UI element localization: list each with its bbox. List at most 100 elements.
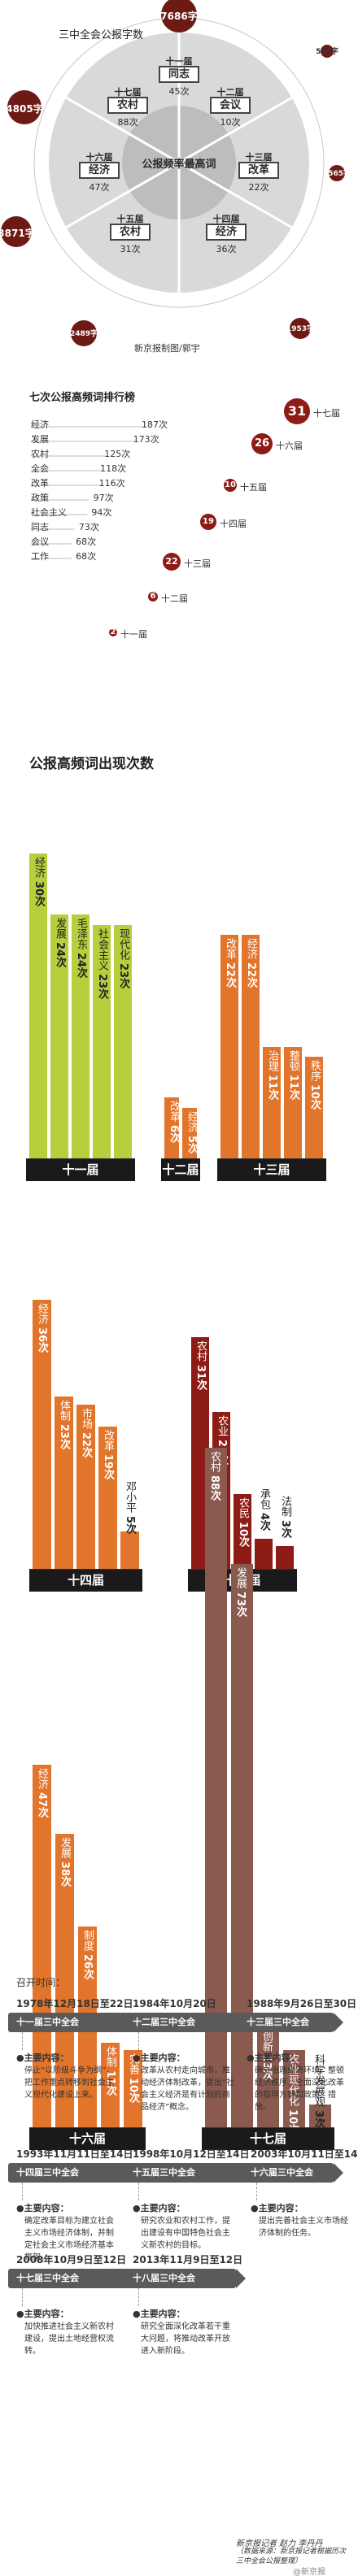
ranking-value: 68次 — [76, 536, 97, 547]
content-text: 确立治理经济环境、整顿经济秩序，全面深化改革的指导方针和政策、措施。 — [255, 2066, 344, 2112]
ranking-value: 94次 — [91, 507, 112, 518]
timeline-date: 2008年10月9日至12日 — [16, 2254, 127, 2265]
chart-baseline — [29, 1569, 142, 1570]
session-band: 十六届 — [29, 2128, 146, 2150]
timeline-date: 1998年10月12日至14日 — [133, 2148, 250, 2160]
char-count-bubble — [329, 165, 345, 181]
timeline-lane — [22, 2288, 23, 2306]
bar-value-label: 23次 — [96, 973, 108, 999]
bar — [33, 1299, 51, 1569]
timeline-lane — [138, 2032, 139, 2050]
chart-baseline — [217, 1158, 326, 1159]
bar-category-label: 毛泽东 — [75, 918, 87, 949]
bar-category-label: 承包 — [258, 1488, 270, 1510]
bar — [29, 854, 47, 1158]
content-label: ●主要内容： — [16, 2203, 69, 2213]
bar-category-label: 法制 — [279, 1496, 291, 1518]
session-bubble-label: 十四届 — [220, 519, 247, 529]
content-text: 改革从农村走向城市，推动经济体制改革，提出“社会主义经济是有计划的商品经济”概念… — [141, 2066, 235, 2112]
bar — [305, 1057, 323, 1158]
bar-category-label: 市场 — [80, 1407, 92, 1429]
session-band: 十四届 — [29, 1570, 142, 1592]
top-word-count: 88次 — [117, 117, 138, 128]
date-prefix: 召开时间： — [16, 1977, 66, 1988]
credit-reporters: 新京报记者 赵力 李丹丹 — [236, 2539, 323, 2548]
bar-category-label: 发展 — [59, 1837, 71, 1858]
bar-value-label: 11次 — [104, 2070, 116, 2096]
content-label: ●主要内容： — [16, 2309, 69, 2319]
bar-category-label: 治理 — [266, 1049, 278, 1071]
bar-category-label: 农业 — [216, 1414, 228, 1436]
bar-category-label: 发展 — [234, 1566, 247, 1588]
ranking-value: 187次 — [142, 419, 168, 430]
timeline-date: 1984年10月20日 — [133, 1998, 216, 2009]
timeline-bar — [8, 2269, 236, 2288]
bar-value-label: 10次 — [308, 1084, 321, 1110]
bar-value-label: 3次 — [312, 2109, 325, 2128]
content-label: ●主要内容： — [251, 2203, 303, 2213]
top-word-box: 改革 — [238, 162, 279, 179]
bar-category-label: 经济 — [33, 857, 45, 878]
timeline-bar — [8, 2163, 334, 2183]
ranking-value: 118次 — [100, 463, 127, 474]
bar — [114, 924, 132, 1158]
bar-category-label: 完善 — [127, 2053, 139, 2074]
char-count-label: 553字 — [316, 48, 338, 56]
timeline-lane — [256, 2183, 257, 2200]
session-label: 十五届 — [116, 214, 144, 224]
bar-value-label: 26次 — [81, 1954, 94, 1980]
bar-category-label: 体制 — [58, 1400, 70, 1422]
session-bubble-label: 十三届 — [184, 558, 211, 569]
session-bubble: 26 — [251, 433, 273, 454]
session-label: 十七届 — [114, 87, 142, 98]
bar-category-label: 改革 — [102, 1430, 114, 1452]
chart-baseline — [26, 1158, 135, 1159]
bar — [276, 1546, 294, 1569]
bar — [242, 935, 260, 1158]
bar-category-label: 整顿 — [287, 1049, 299, 1071]
ranking-section: 七次公报高频词排行榜 经济 187次 发展 173次 农村 125次 全会 118次 改革 116… — [0, 382, 358, 732]
timeline-lane — [22, 2032, 23, 2050]
timeline-arrow — [236, 2269, 246, 2288]
top-word-box: 经济 — [206, 224, 247, 241]
bar-category-label: 改革 — [224, 938, 236, 959]
ranking-word: 同志 — [31, 522, 49, 532]
top-word-box: 同志 — [159, 66, 199, 83]
bar-category-label: 科学发展观 — [312, 2053, 325, 2107]
bar-category-label: 农村 — [208, 1451, 220, 1472]
timeline-lane — [138, 2183, 139, 2200]
session-bubble: 10 — [224, 479, 237, 492]
plenum-badge: 十四届三中全会 — [16, 2167, 79, 2178]
content-label: ●主要内容： — [133, 2203, 186, 2213]
bar-value-label: 30次 — [33, 881, 45, 907]
content-label: ●主要内容： — [247, 2053, 299, 2063]
timeline-date: 1988年9月26日至30日 — [247, 1998, 357, 2009]
char-count-label: 1953字 — [286, 325, 315, 333]
ranking-chart — [31, 426, 143, 559]
char-count-bubble — [161, 0, 197, 33]
bar-value-label: 88次 — [208, 1475, 220, 1501]
bar-value-label: 19次 — [102, 1454, 114, 1480]
bar-value-label: 73次 — [234, 1591, 247, 1617]
bar — [255, 1539, 273, 1569]
bar — [234, 1494, 251, 1569]
timeline-section: 1978年12月18日至22日 十一届三中全会 ●主要内容： 停止“以阶级斗争为纲”，… — [0, 1951, 358, 2576]
plenum-badge: 十二届三中全会 — [133, 2017, 195, 2027]
session-band: 十一届 — [26, 1159, 135, 1181]
session-band: 十三届 — [217, 1159, 326, 1181]
bar-category-label: 制度 — [81, 1930, 94, 1951]
bar-category-label: 改革 — [168, 1101, 180, 1122]
content-text: 研究农业和农村工作，提出建设有中国特色社会主义新农村的目标。 — [141, 2217, 230, 2250]
bar-value-label: 23次 — [117, 962, 129, 988]
bar-category-label: 创新 — [260, 2030, 273, 2052]
top-word-box: 会议 — [210, 97, 251, 114]
timeline-date: 1978年12月18日至22日 — [16, 1998, 133, 2009]
bar — [33, 1764, 51, 2127]
content-text: 确定改革目标为建立社会主义市场经济体制，并制定社会主义市场经济基本框架。 — [24, 2217, 114, 2262]
bar-category-label: 经济 — [36, 1302, 48, 1324]
bar — [263, 1046, 281, 1158]
bar-value-label: 3次 — [279, 1520, 291, 1539]
weibo-handle: @新京报 — [293, 2568, 325, 2576]
top-word-box: 农村 — [107, 97, 148, 114]
session-label: 十六届 — [85, 152, 113, 163]
